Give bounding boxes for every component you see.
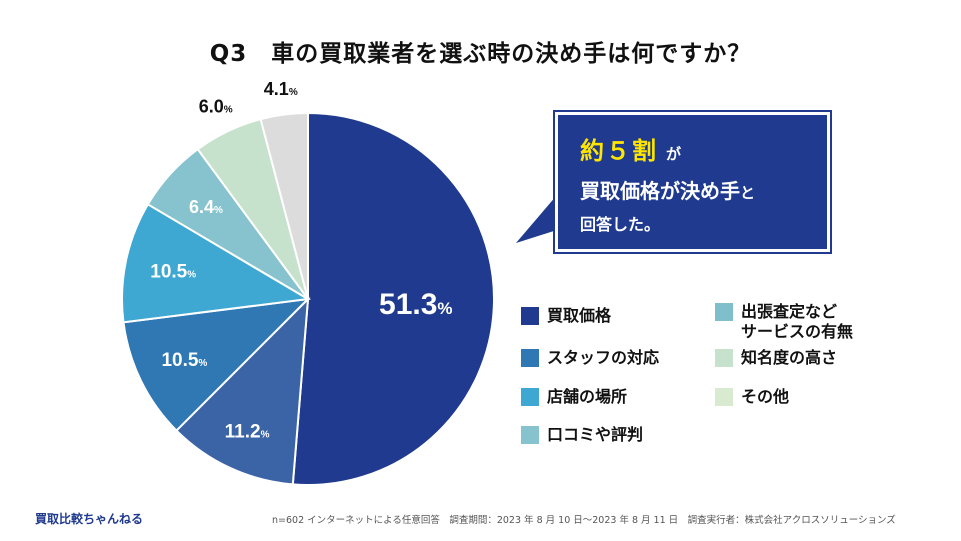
slice-value-label: 6.4% [189,197,223,217]
legend-item-service: 出張査定など サービスの有無 [715,302,853,342]
legend-label: 店舗の場所 [547,387,628,406]
slice-value-label: 6.0% [199,96,233,116]
legend-label: その他 [741,387,790,406]
legend-label: スタッフの対応 [547,348,660,367]
pie-slice [121,202,312,324]
legend-label: 口コミや評判 [547,425,644,444]
legend-item-location: 店舗の場所 [521,387,627,407]
callout-line2: 買取価格が決め手 [580,179,740,203]
pie-slice [122,297,311,432]
page-title: Q3 車の買取業者を選ぶ時の決め手は何ですか？ [209,41,752,67]
legend-item-price: 買取価格 [521,306,611,326]
slice-value-label: 4.1% [264,79,298,99]
brand-name: 買取比較ちゃんねる [35,512,144,526]
legend-swatch [521,388,539,406]
legend-swatch [521,426,539,444]
legend-item-fame: 知名度の高さ [715,348,837,368]
legend-item-staff: スタッフの対応 [521,348,659,368]
pie-slice [175,296,310,486]
legend-swatch [521,349,539,367]
legend-label: 知名度の高さ [741,348,838,367]
callout-highlight: 約５割 [580,137,658,165]
legend-swatch [715,349,733,367]
slice-value-label: 51.3% [379,288,453,321]
callout-line2-suffix: と [740,184,756,202]
pie-slice [259,111,309,300]
legend-swatch [521,307,539,325]
callout-line3: 回答した。 [580,215,661,234]
slice-value-label: 10.5% [161,350,207,371]
callout-ga: が [666,145,682,163]
legend-item-reviews: 口コミや評判 [521,425,643,445]
legend-swatch [715,303,733,321]
pie-slice [291,111,495,486]
callout-box: 約５割が 買取価格が決め手と 回答した。 [555,112,830,252]
survey-source: n=602 インターネットによる任意回答 調査期間：2023 年 8 月 10 … [272,515,896,526]
slice-value-label: 11.2% [225,421,270,442]
legend-swatch [715,388,733,406]
legend-item-other: その他 [715,387,789,407]
slice-value-label: 10.5% [150,262,196,283]
legend-label: 出張査定など サービスの有無 [741,302,854,341]
legend-label: 買取価格 [547,306,612,325]
